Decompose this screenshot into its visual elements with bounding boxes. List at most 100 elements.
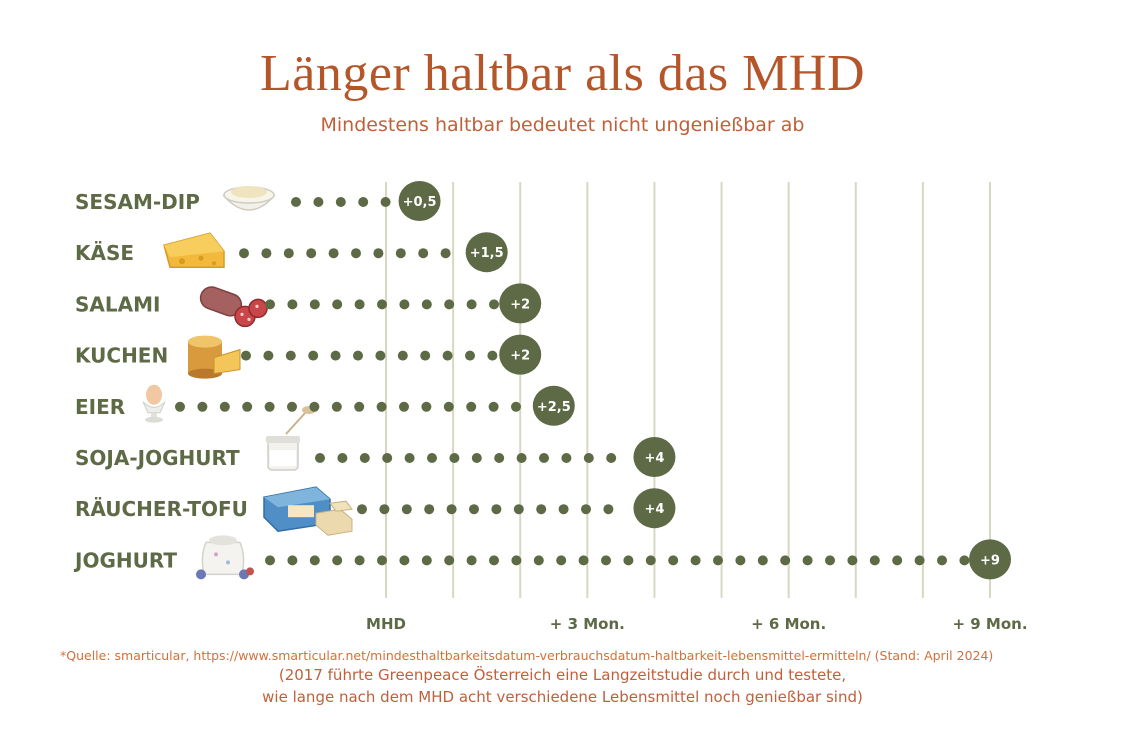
dot-mark	[328, 248, 339, 259]
dot-mark	[440, 248, 451, 259]
dot-mark	[377, 555, 387, 566]
dot-mark	[937, 555, 947, 566]
source-note: *Quelle: smarticular, https://www.smarti…	[60, 648, 994, 663]
dot-mark	[847, 555, 858, 566]
value-badge: +2	[499, 334, 542, 375]
dot-mark	[421, 401, 432, 412]
dot-mark	[465, 350, 475, 361]
sesame-dip-bowl-icon	[222, 186, 276, 211]
dot-mark	[427, 453, 437, 463]
dot-mark	[780, 555, 791, 566]
dot-mark	[488, 401, 499, 412]
dot-mark	[287, 299, 298, 310]
chart-row: RÄUCHER-TOFU +4	[75, 488, 676, 529]
value-label: +4	[644, 502, 664, 517]
dot-mark	[283, 248, 294, 259]
dot-mark	[239, 248, 249, 259]
dot-mark	[306, 248, 317, 259]
dot-mark	[444, 299, 455, 310]
dot-mark	[373, 248, 384, 259]
dot-mark	[397, 350, 408, 361]
dot-mark	[556, 555, 567, 566]
dot-mark	[332, 555, 343, 566]
dot-mark	[442, 350, 453, 361]
dot-mark	[603, 504, 614, 515]
value-badge: +2	[499, 283, 542, 324]
dot-mark	[399, 555, 410, 566]
dot-mark	[241, 350, 251, 361]
chart-row: JOGHURT +9	[73, 539, 1011, 580]
dot-mark	[309, 555, 320, 566]
dot-mark	[219, 401, 230, 412]
dot-mark	[536, 504, 547, 515]
dot-mark	[539, 453, 549, 463]
dot-mark	[379, 504, 390, 515]
smoked-tofu-icon	[263, 486, 353, 536]
dot-mark	[351, 248, 361, 259]
chart-row: EIER +2,5	[75, 385, 575, 426]
x-tick-label: + 6 Mon.	[751, 615, 826, 633]
chart-subtitle: Mindestens haltbar bedeutet nicht ungeni…	[320, 114, 805, 136]
x-tick-label: + 3 Mon.	[550, 615, 625, 633]
dot-mark	[287, 555, 298, 566]
dot-mark	[466, 401, 477, 412]
dot-mark	[421, 555, 432, 566]
dot-mark	[583, 453, 594, 463]
value-label: +9	[980, 553, 1000, 568]
dot-mark	[354, 299, 365, 310]
dot-mark	[261, 248, 272, 259]
dot-mark	[487, 350, 498, 361]
dot-mark	[444, 555, 455, 566]
dot-mark	[308, 350, 319, 361]
icon-layer	[142, 186, 353, 580]
category-label: EIER	[75, 395, 125, 419]
dot-mark	[197, 401, 208, 412]
dot-mark	[601, 555, 611, 566]
dot-mark	[376, 401, 387, 412]
dot-mark	[291, 197, 301, 207]
value-badge: +0,5	[398, 181, 441, 221]
dot-mark	[263, 350, 274, 361]
dot-mark	[511, 555, 522, 566]
dot-mark	[380, 197, 391, 207]
dot-mark	[802, 555, 813, 566]
study-note-line-2: wie lange nach dem MHD acht verschiedene…	[262, 688, 863, 706]
salami-icon	[199, 286, 268, 328]
dot-mark	[606, 453, 617, 463]
yogurt-jar-icon	[196, 535, 254, 580]
dot-mark	[354, 555, 365, 566]
dot-mark	[668, 555, 679, 566]
value-badge: +1,5	[465, 232, 508, 273]
dot-mark	[735, 555, 746, 566]
dot-mark	[377, 299, 387, 310]
dot-mark	[401, 504, 412, 515]
value-badge-shape	[398, 181, 441, 221]
row-layer: SESAM-DIP +0,5 KÄSE +1,5 SALAMI +2 KUCHEN +2 EIE…	[73, 181, 1011, 580]
dot-mark	[242, 401, 253, 412]
dot-mark	[395, 248, 406, 259]
chart-row: SESAM-DIP +0,5	[75, 181, 441, 221]
dot-mark	[265, 299, 275, 310]
category-label: KUCHEN	[75, 344, 168, 368]
dot-mark	[489, 299, 499, 310]
category-label: JOGHURT	[73, 548, 177, 572]
category-label: SALAMI	[75, 292, 160, 316]
dot-mark	[446, 504, 457, 515]
dot-mark	[471, 453, 482, 463]
dot-mark	[623, 555, 634, 566]
value-label: +0,5	[403, 195, 437, 210]
value-label: +2	[510, 297, 530, 312]
value-badge: +2,5	[532, 385, 575, 426]
dot-mark	[494, 453, 505, 463]
value-label: +2	[510, 349, 530, 364]
dot-mark	[315, 453, 325, 463]
soy-yogurt-jar-icon	[266, 406, 316, 471]
dot-mark	[330, 350, 341, 361]
value-badge: +4	[633, 437, 676, 477]
value-badge: +9	[969, 539, 1011, 580]
x-tick-label: + 9 Mon.	[952, 615, 1027, 633]
dot-mark	[309, 299, 320, 310]
dot-mark	[420, 350, 431, 361]
dot-mark	[421, 299, 432, 310]
cheese-icon	[163, 232, 225, 268]
